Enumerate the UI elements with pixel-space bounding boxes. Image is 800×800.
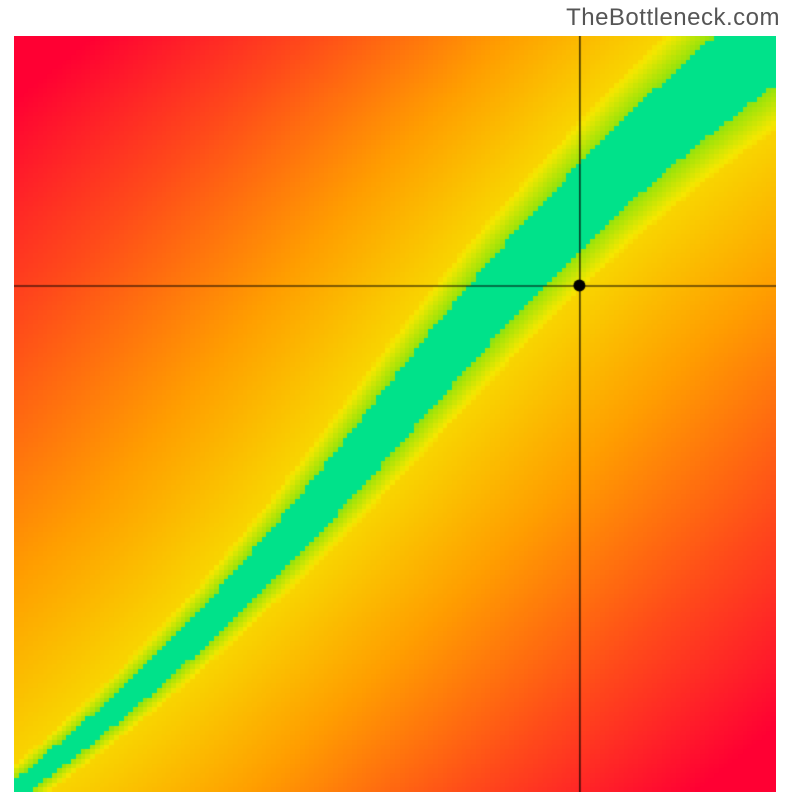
chart-container: TheBottleneck.com [0,0,800,800]
watermark-text: TheBottleneck.com [566,4,780,32]
heatmap-plot [14,36,776,792]
heatmap-canvas [14,36,776,792]
